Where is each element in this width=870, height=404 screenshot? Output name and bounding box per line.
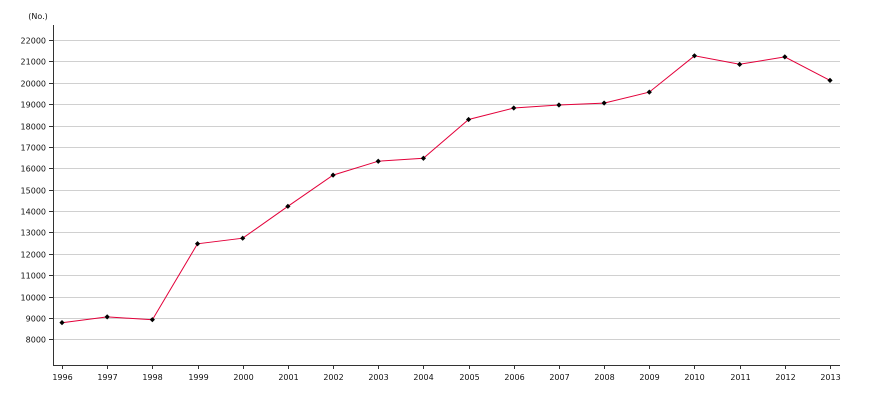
- x-tick-label: 2004: [413, 373, 433, 382]
- data-point-marker: [420, 155, 427, 161]
- data-point-marker: [240, 235, 246, 241]
- data-point-marker: [691, 53, 698, 59]
- x-tick-label: 2010: [684, 373, 704, 382]
- x-tick-label: 2011: [730, 373, 750, 382]
- y-tick-label: 11000: [21, 272, 46, 281]
- axes: [49, 25, 840, 369]
- series: [59, 53, 833, 326]
- x-tick-label: 2000: [233, 373, 253, 382]
- y-tick-label: 8000: [26, 336, 46, 345]
- data-point-marker: [375, 158, 381, 164]
- data-point-marker: [737, 61, 743, 67]
- y-axis-unit-label: (No.): [28, 12, 48, 21]
- x-tick-label: 2007: [549, 373, 569, 382]
- x-tick-label: 2006: [504, 373, 524, 382]
- x-tick-label: 1996: [52, 373, 72, 382]
- y-tick-label: 16000: [21, 165, 46, 174]
- series-line: [61, 55, 831, 324]
- data-point-marker: [827, 77, 833, 83]
- y-tick-label: 20000: [21, 80, 46, 89]
- data-point-marker: [646, 89, 652, 95]
- data-point-marker: [149, 317, 155, 323]
- x-tick-label: 2002: [323, 373, 343, 382]
- gridlines: [53, 40, 840, 340]
- data-point-marker: [330, 172, 336, 178]
- y-tick-label: 12000: [21, 251, 46, 260]
- y-tick-label: 14000: [21, 208, 46, 217]
- x-tick-label: 1997: [97, 373, 117, 382]
- x-tick-label: 2008: [594, 373, 614, 382]
- x-tick-label: 2012: [775, 373, 795, 382]
- y-tick-label: 17000: [21, 144, 46, 153]
- y-tick-label: 15000: [21, 187, 46, 196]
- x-tick-label: 2003: [368, 373, 388, 382]
- data-point-marker: [782, 54, 788, 60]
- x-tick-label: 2005: [459, 373, 479, 382]
- y-tick-labels: 8000 9000 10000 11000 12000 13000 14000 15000 16…: [21, 37, 46, 345]
- data-point-marker: [511, 105, 517, 111]
- y-tick-label: 13000: [21, 229, 46, 238]
- y-tick-label: 19000: [21, 101, 46, 110]
- data-point-marker: [59, 320, 65, 326]
- y-tick-label: 21000: [21, 58, 46, 67]
- data-point-marker: [465, 116, 472, 123]
- y-tick-label: 18000: [21, 123, 46, 132]
- y-tick-label: 10000: [21, 294, 46, 303]
- data-point-marker: [104, 314, 110, 320]
- x-tick-label: 2009: [639, 373, 659, 382]
- x-tick-label: 2001: [278, 373, 298, 382]
- data-point-marker: [601, 100, 607, 106]
- x-tick-labels: 1996 1997 1998 1999 2000 2001 2002 2003 2004 2005…: [52, 373, 840, 382]
- x-tick-label: 2013: [820, 373, 840, 382]
- data-point-marker: [194, 241, 201, 247]
- data-point-marker: [285, 203, 291, 209]
- y-tick-label: 22000: [21, 37, 46, 46]
- x-tick-label: 1998: [142, 373, 162, 382]
- x-tick-label: 1999: [188, 373, 208, 382]
- y-tick-label: 9000: [26, 315, 46, 324]
- data-point-marker: [556, 102, 562, 108]
